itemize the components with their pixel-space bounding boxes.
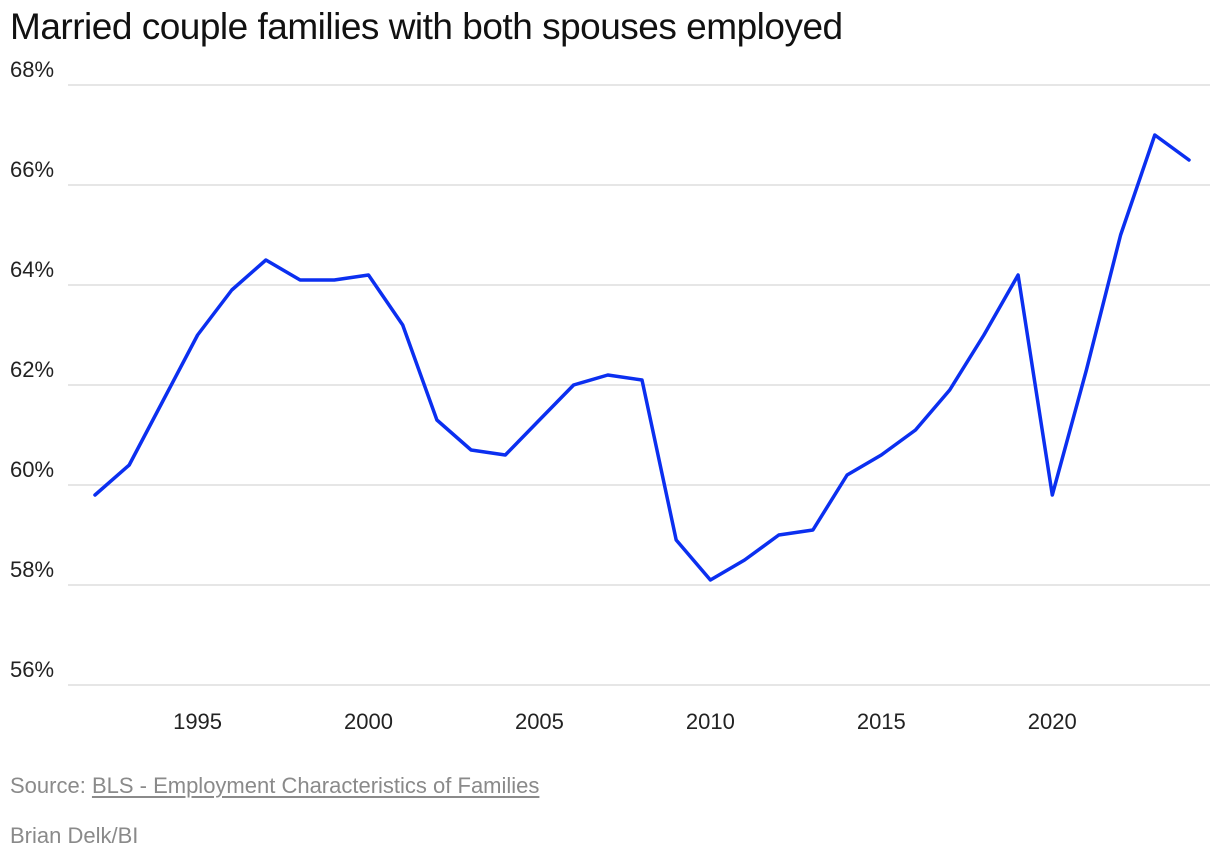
chart-title: Married couple families with both spouse…	[10, 6, 843, 47]
data-point[interactable]	[1012, 269, 1024, 281]
data-point[interactable]	[397, 319, 409, 331]
gridlines	[68, 84, 1210, 686]
y-axis-ticks: 56% 58% 60% 62% 64% 66% 68%	[10, 60, 54, 682]
data-point[interactable]	[1183, 154, 1195, 166]
data-point[interactable]	[226, 284, 238, 296]
y-tick-label: 64%	[10, 257, 54, 282]
credit-note: Brian Delk/BI	[10, 823, 139, 848]
data-point[interactable]	[157, 394, 169, 406]
data-point[interactable]	[910, 424, 922, 436]
data-point[interactable]	[875, 449, 887, 461]
data-point[interactable]	[1115, 229, 1127, 241]
x-tick-label: 2015	[857, 709, 906, 734]
data-point[interactable]	[1080, 364, 1092, 376]
data-point[interactable]	[294, 274, 306, 286]
y-tick-label: 62%	[10, 357, 54, 382]
data-point[interactable]	[670, 534, 682, 546]
data-point[interactable]	[807, 524, 819, 536]
series-layer	[89, 129, 1195, 586]
y-tick-label: 68%	[10, 60, 54, 82]
data-point[interactable]	[192, 329, 204, 341]
y-tick-label: 56%	[10, 657, 54, 682]
data-point[interactable]	[1149, 129, 1161, 141]
source-link[interactable]: BLS - Employment Characteristics of Fami…	[91, 773, 540, 798]
data-point[interactable]	[978, 329, 990, 341]
data-point[interactable]	[533, 414, 545, 426]
source-note: Source: BLS - Employment Characteristics…	[10, 773, 539, 799]
data-point[interactable]	[1046, 489, 1058, 501]
data-point[interactable]	[260, 254, 272, 266]
x-axis-ticks: 1995 2000 2005 2010 2015 2020	[173, 709, 1077, 734]
data-point[interactable]	[739, 554, 751, 566]
x-tick-label: 2005	[515, 709, 564, 734]
x-tick-label: 2020	[1028, 709, 1077, 734]
data-point[interactable]	[89, 489, 101, 501]
y-tick-label: 60%	[10, 457, 54, 482]
data-point[interactable]	[499, 449, 511, 461]
data-point[interactable]	[773, 529, 785, 541]
x-tick-label: 2010	[686, 709, 735, 734]
data-point[interactable]	[636, 374, 648, 386]
y-tick-label: 66%	[10, 157, 54, 182]
data-point[interactable]	[704, 574, 716, 586]
data-point[interactable]	[363, 269, 375, 281]
data-point[interactable]	[602, 369, 614, 381]
line-chart: 56% 58% 60% 62% 64% 66% 68% 1995 2000 2005 2010 20…	[10, 60, 1210, 734]
series-line	[93, 133, 1191, 582]
data-point[interactable]	[431, 414, 443, 426]
source-prefix: Source:	[10, 773, 92, 798]
data-point[interactable]	[465, 444, 477, 456]
data-point[interactable]	[841, 469, 853, 481]
x-tick-label: 1995	[173, 709, 222, 734]
y-tick-label: 58%	[10, 557, 54, 582]
x-tick-label: 2000	[344, 709, 393, 734]
data-point[interactable]	[123, 459, 135, 471]
data-point[interactable]	[568, 379, 580, 391]
data-point[interactable]	[944, 384, 956, 396]
data-point[interactable]	[328, 274, 340, 286]
